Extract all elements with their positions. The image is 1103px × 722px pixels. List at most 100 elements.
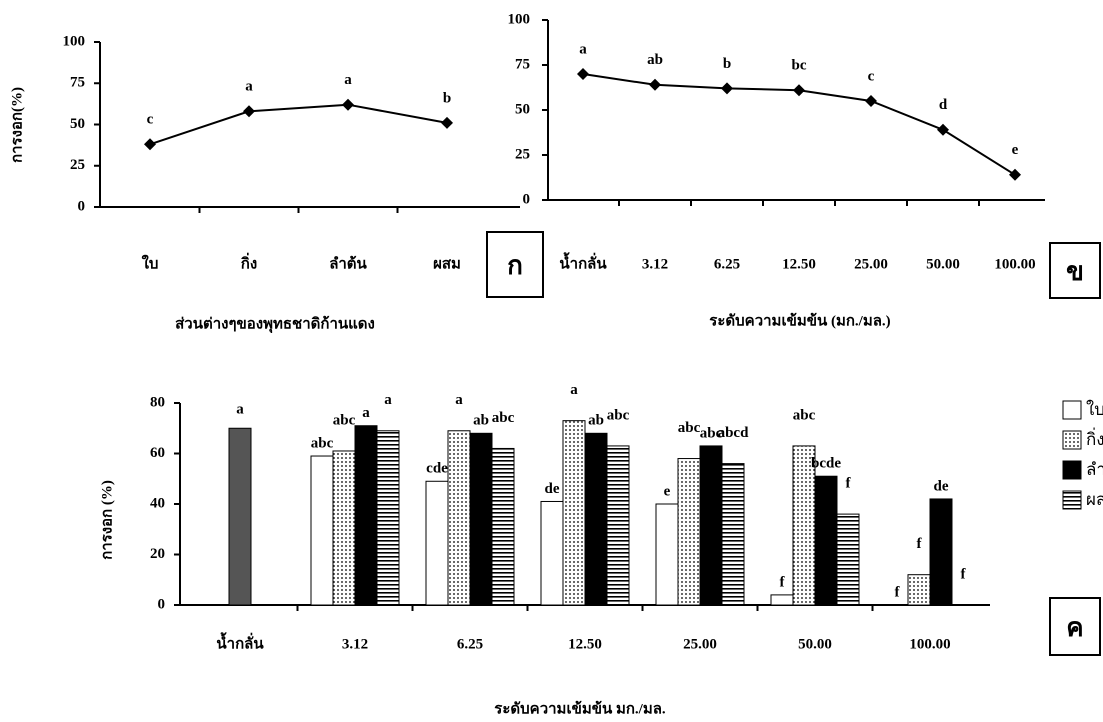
point <box>721 82 733 95</box>
letter: abc <box>793 407 816 423</box>
letter: a <box>579 41 587 57</box>
legend-swatch <box>1062 430 1082 450</box>
x-tick-label: น้ำกลั่น <box>216 631 264 652</box>
x-axis-label: ระดับความเข้มข้น (มก./มล.) <box>709 312 890 329</box>
bar <box>584 432 608 606</box>
bar <box>655 503 679 606</box>
letter: a <box>570 382 578 398</box>
x-tick-label: 3.12 <box>342 636 368 652</box>
point <box>577 68 589 80</box>
letter: de <box>934 478 949 494</box>
panel-box <box>486 231 544 298</box>
letter: bcde <box>811 456 841 472</box>
x-tick-label: 100.00 <box>994 256 1035 272</box>
legend-label: ใบ <box>1086 399 1103 420</box>
letter: f <box>961 566 967 582</box>
x-tick-label: กิ่ง <box>241 252 257 272</box>
letter: b <box>723 56 731 72</box>
y-tick-label: 0 <box>78 198 86 214</box>
letter: abc <box>678 420 701 436</box>
bar <box>907 574 931 606</box>
letter: c <box>147 112 154 128</box>
x-tick-label: 50.00 <box>798 636 832 652</box>
legend-label: ผสม <box>1086 490 1103 510</box>
letter: a <box>344 72 352 88</box>
panel-box <box>1049 242 1101 299</box>
bar <box>425 480 449 606</box>
bar <box>836 513 860 606</box>
bar <box>447 430 471 606</box>
x-tick-label: ใบ <box>142 254 159 272</box>
letter: ab <box>473 413 489 429</box>
x-tick-label: ผสม <box>433 256 461 272</box>
y-axis-label: การงอก (%) <box>99 480 115 560</box>
letter: a <box>245 79 253 95</box>
x-tick-label: 3.12 <box>642 256 668 272</box>
bar <box>929 498 953 606</box>
bar <box>469 432 493 606</box>
y-tick-label: 50 <box>515 101 530 117</box>
legend-swatch <box>1062 460 1082 480</box>
point <box>649 78 661 91</box>
letter: de <box>545 481 560 497</box>
y-tick-label: 25 <box>515 146 530 162</box>
control-bar <box>228 427 252 606</box>
line <box>149 103 448 146</box>
y-tick-label: 100 <box>508 11 531 27</box>
letter: f <box>917 536 923 552</box>
letter: abc <box>311 435 334 451</box>
point <box>865 95 877 107</box>
y-tick-label: 25 <box>70 157 85 173</box>
letter: c <box>868 68 875 84</box>
x-tick-label: 100.00 <box>909 636 950 652</box>
bar <box>540 500 564 606</box>
y-tick-label: 75 <box>70 75 85 91</box>
x-tick-label: ลำต้น <box>329 255 367 272</box>
legend-swatch <box>1062 490 1082 510</box>
point <box>441 116 453 129</box>
letter: cde <box>426 461 448 477</box>
y-tick-label: 75 <box>515 56 530 72</box>
letter: ab <box>647 52 663 68</box>
bar <box>354 425 378 606</box>
bar <box>332 450 356 606</box>
letter: d <box>939 97 948 113</box>
y-tick-label: 0 <box>158 596 166 612</box>
bar <box>491 447 515 606</box>
point <box>937 123 949 136</box>
x-tick-label: น้ำกลั่น <box>559 251 607 272</box>
point <box>342 98 354 111</box>
bar <box>770 594 794 606</box>
letter: abc <box>700 425 723 441</box>
letter: a <box>362 405 370 421</box>
legend-label: ลำต้น <box>1086 460 1103 480</box>
x-tick-label: 25.00 <box>683 636 717 652</box>
point <box>243 105 255 118</box>
point <box>1009 168 1021 181</box>
legend-swatch <box>1062 400 1082 420</box>
letter: abc <box>492 410 515 426</box>
bar <box>376 430 400 606</box>
x-tick-label: 25.00 <box>854 256 888 272</box>
letter: f <box>846 476 852 492</box>
x-tick-label: 12.50 <box>568 636 602 652</box>
panel-label: ก <box>507 251 523 281</box>
x-tick-label: 12.50 <box>782 256 816 272</box>
panel-label: ค <box>1066 613 1083 643</box>
letter: e <box>664 483 671 499</box>
x-tick-label: 50.00 <box>926 256 960 272</box>
y-tick-label: 0 <box>523 191 531 207</box>
point <box>144 138 156 151</box>
letter: b <box>443 90 451 106</box>
bar <box>606 445 630 606</box>
bar <box>677 458 701 606</box>
letter: f <box>895 584 901 600</box>
y-tick-label: 20 <box>150 546 165 562</box>
x-axis-label: ส่วนต่างๆของพุทธชาดิก้านแดง <box>175 314 375 333</box>
bar <box>814 475 838 606</box>
letter: abc <box>607 407 630 423</box>
letter: abcd <box>718 425 750 441</box>
panel-label: ข <box>1066 257 1084 287</box>
letter: a <box>236 402 244 418</box>
